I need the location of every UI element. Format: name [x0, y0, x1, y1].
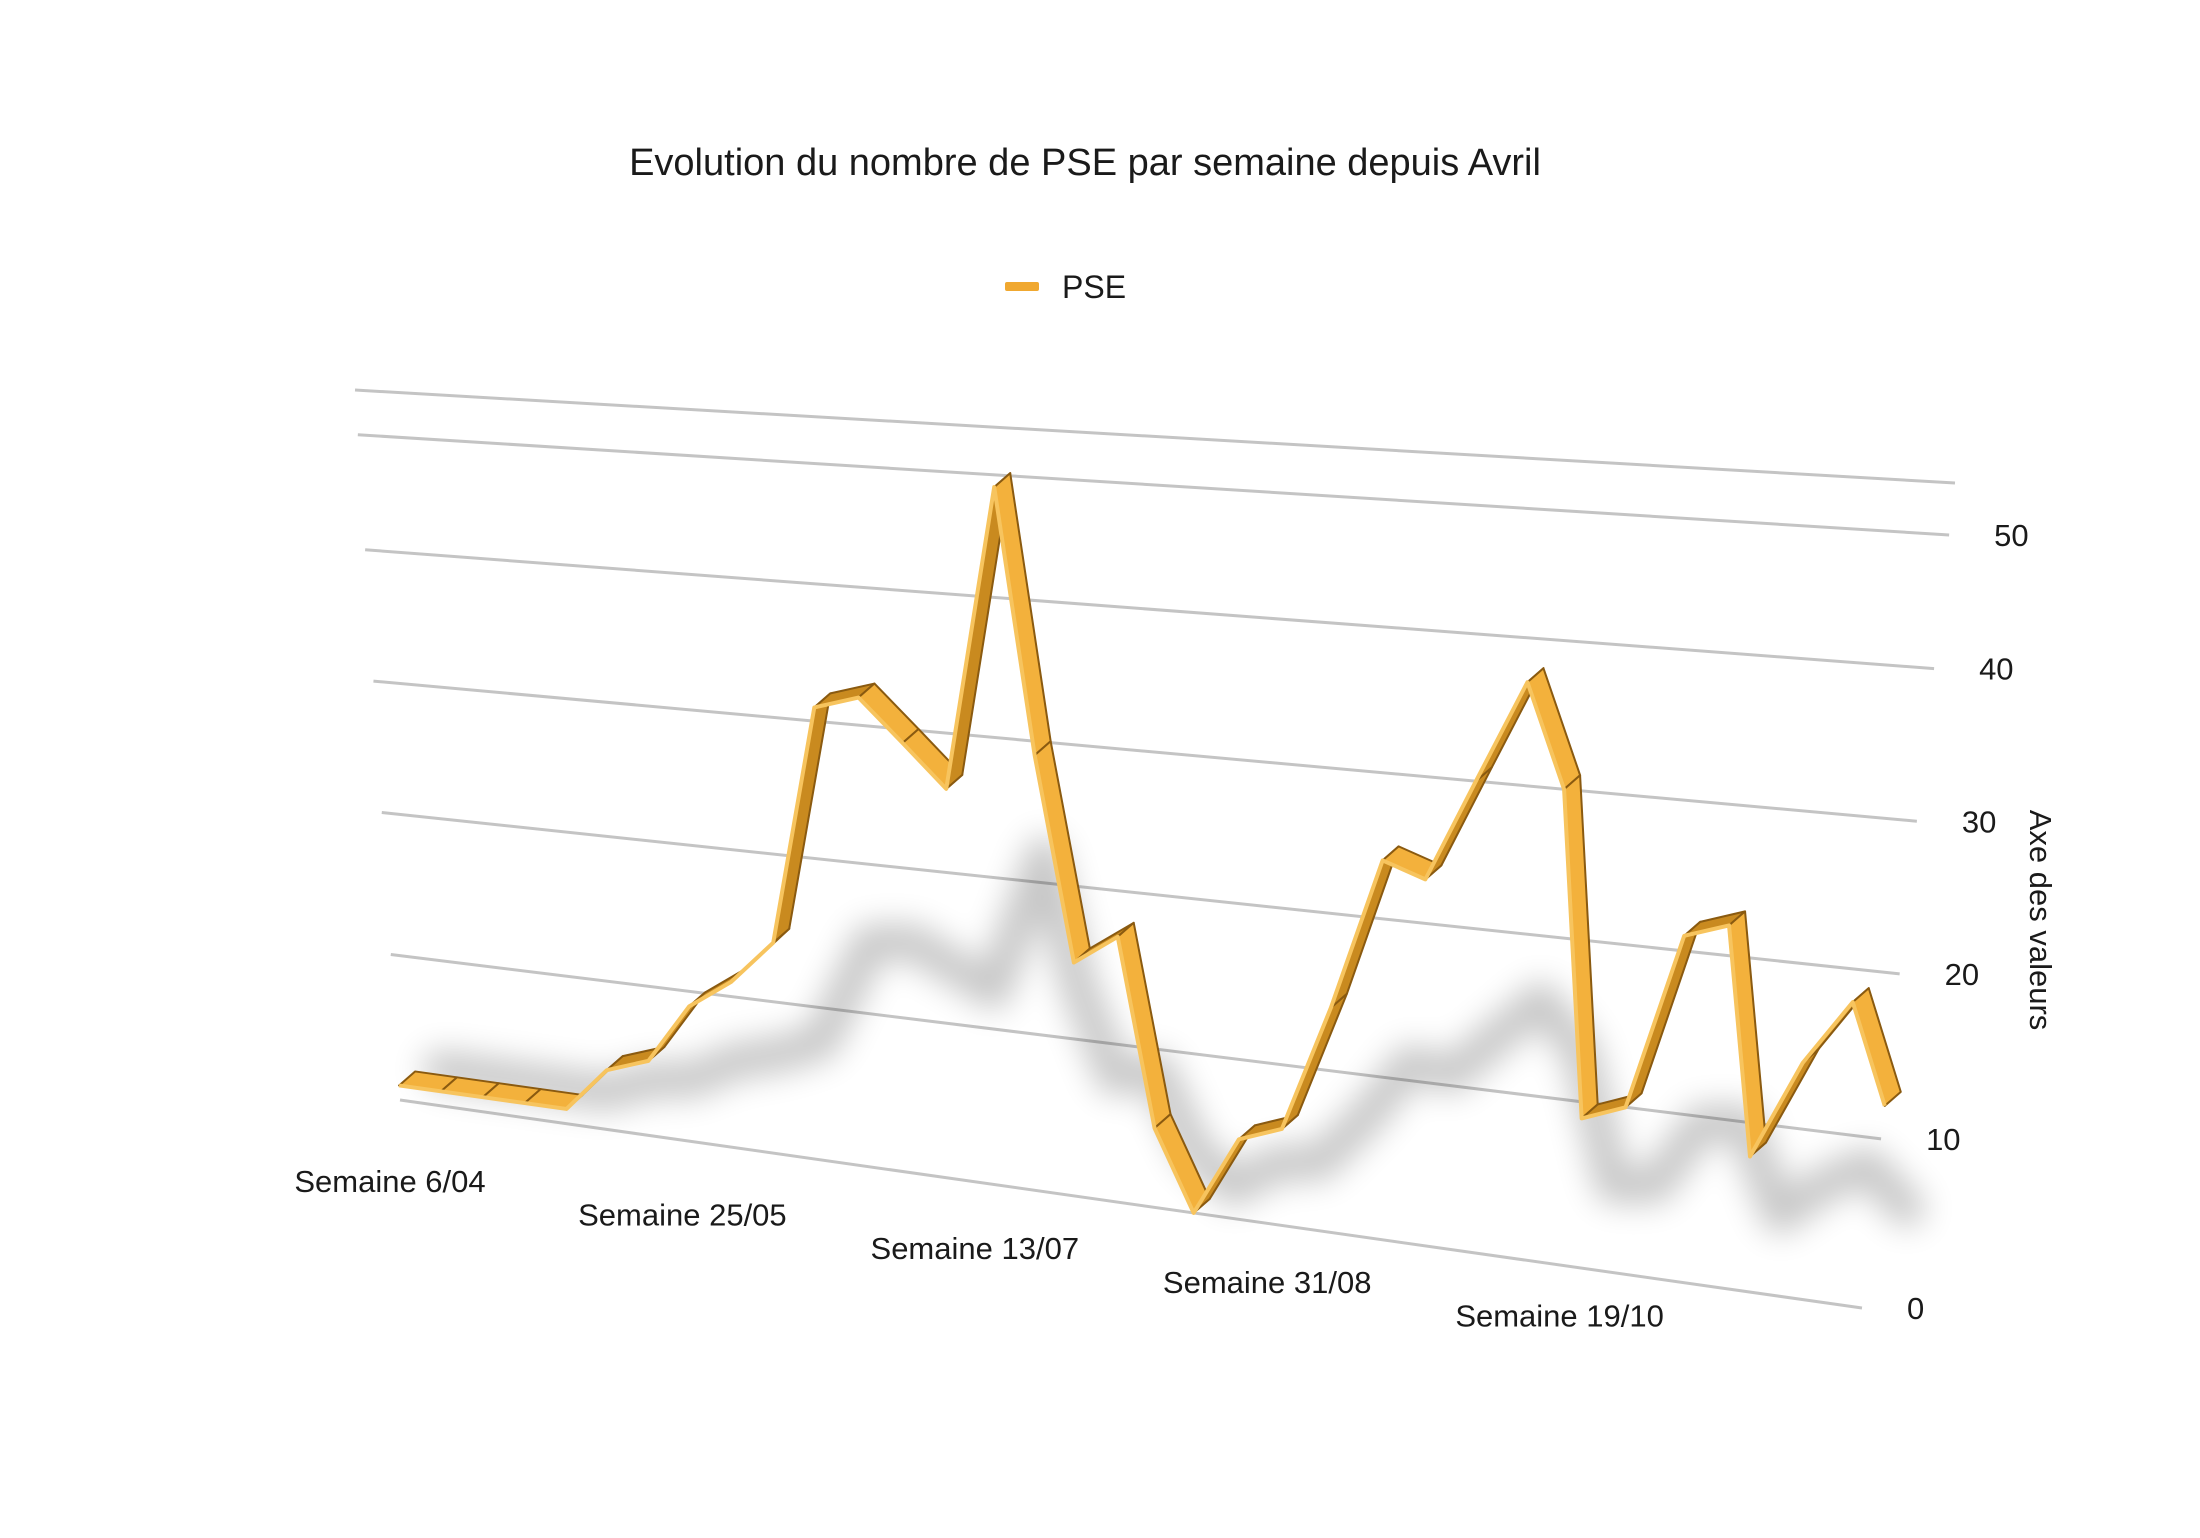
- x-tick-labels: Semaine 6/04 Semaine 25/05 Semaine 13/07 Se…: [294, 1164, 1664, 1333]
- ribbon-segment: [857, 682, 920, 745]
- y-tick-labels: 0 10 20 30 40 50: [1907, 518, 2029, 1326]
- gridline-50: [357, 433, 1950, 537]
- y-tick-label: 10: [1926, 1122, 1960, 1157]
- series-pse-shadow: [422, 836, 1925, 1234]
- x-tick-label: Semaine 19/10: [1455, 1298, 1664, 1333]
- y-axis-title: Axe des valeurs: [2023, 810, 2058, 1031]
- line-shadow: [422, 836, 1925, 1234]
- gridlines: [354, 388, 1956, 1310]
- series-pse-ribbon: [398, 472, 1902, 1215]
- gridline-40: [365, 548, 1935, 671]
- y-tick-label: 20: [1945, 957, 1979, 992]
- legend-label-pse: PSE: [1062, 269, 1126, 305]
- ribbon-segment: [772, 692, 832, 944]
- ribbon-segment: [993, 472, 1052, 757]
- y-tick-label: 0: [1907, 1291, 1924, 1326]
- x-tick-label: Semaine 31/08: [1163, 1265, 1372, 1300]
- x-tick-label: Semaine 6/04: [294, 1164, 485, 1199]
- gridline-55: [354, 388, 1956, 485]
- gridline-0: [399, 1098, 1863, 1310]
- legend: PSE: [1005, 269, 1126, 305]
- legend-swatch-pse: [1005, 282, 1039, 291]
- gridline-30: [373, 679, 1918, 823]
- x-tick-label: Semaine 13/07: [871, 1231, 1080, 1266]
- series-pse-line: [398, 485, 1887, 1215]
- ribbon-segment: [1116, 921, 1172, 1130]
- gridline-10: [390, 952, 1882, 1141]
- chart-title: Evolution du nombre de PSE par semaine d…: [629, 142, 1541, 184]
- x-tick-label: Semaine 25/05: [578, 1198, 787, 1233]
- y-tick-label: 50: [1994, 518, 2028, 553]
- y-tick-label: 40: [1979, 652, 2013, 687]
- y-tick-label: 30: [1962, 804, 1996, 839]
- ribbon-segment: [1851, 987, 1902, 1107]
- gridline-20: [381, 810, 1900, 976]
- ribbon-segment: [1526, 667, 1582, 791]
